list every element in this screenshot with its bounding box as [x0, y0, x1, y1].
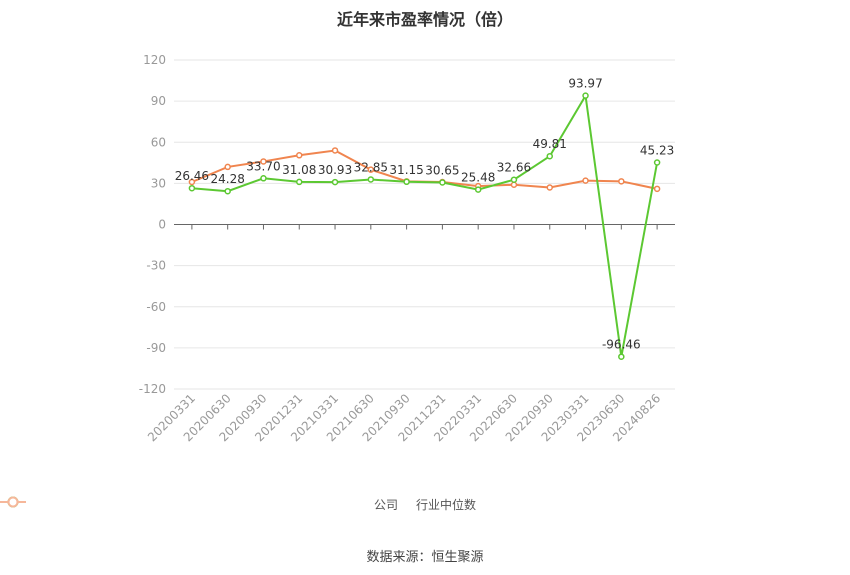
data-label-company: 32.85 [354, 160, 388, 174]
data-label-company: 25.48 [461, 171, 495, 185]
data-label-company: 31.15 [389, 163, 423, 177]
data-point-company [224, 187, 231, 195]
data-point-industry-median [260, 158, 267, 165]
y-tick-label: -60 [146, 300, 166, 314]
data-point-company [653, 159, 661, 166]
legend-item-industry-median[interactable]: 行业中位数 [0, 496, 477, 513]
data-point-company [296, 178, 303, 186]
data-label-company: 93.97 [568, 77, 602, 91]
data-label-company: 30.65 [425, 163, 459, 177]
data-point-company [260, 175, 267, 182]
data-point-company [618, 353, 625, 360]
data-source: 数据来源：恒生聚源 [366, 550, 484, 565]
data-point-industry-median [618, 178, 625, 185]
legend-item-company[interactable]: 公司 [0, 496, 398, 513]
data-label-company: 30.93 [318, 163, 352, 177]
y-tick-label: -120 [139, 382, 166, 396]
y-tick-label: -30 [146, 259, 166, 273]
y-tick-label: 90 [151, 94, 166, 108]
line-chart: 1209060300-30-60-90-12020200331202006302… [139, 53, 675, 444]
data-label-company: 49.81 [533, 137, 567, 151]
data-point-company [331, 178, 339, 186]
legend-label-company: 公司 [373, 498, 398, 512]
y-tick-label: 30 [151, 176, 166, 190]
data-point-company [546, 152, 553, 160]
data-point-industry-median [188, 178, 196, 186]
data-label-company: 31.08 [282, 163, 316, 177]
y-tick-label: 0 [158, 218, 166, 232]
data-label-company: 24.28 [210, 172, 244, 186]
data-point-company [582, 92, 589, 99]
y-tick-label: 120 [143, 53, 166, 67]
legend-marker-industry-median [0, 496, 26, 508]
data-label-company: 32.66 [497, 161, 531, 175]
data-point-company [188, 184, 196, 192]
y-tick-label: 60 [151, 135, 166, 149]
legend-label-industry-median: 行业中位数 [416, 498, 477, 512]
data-point-industry-median [224, 163, 231, 171]
data-point-company [510, 176, 518, 183]
data-point-industry-median [331, 147, 339, 154]
data-label-company: -96.46 [602, 338, 641, 352]
data-label-company: 33.70 [246, 159, 280, 173]
series-line-company [191, 92, 659, 357]
data-point-industry-median [296, 152, 303, 159]
data-label-company: 26.46 [175, 169, 209, 183]
data-point-industry-median [546, 184, 553, 191]
data-label-company: 45.23 [640, 143, 674, 157]
data-point-industry-median [653, 185, 661, 193]
data-point-industry-median [367, 166, 375, 173]
data-point-company [474, 186, 482, 193]
data-point-industry-median [582, 177, 589, 184]
data-point-company [439, 179, 446, 186]
chart-title: 近年来市盈率情况（倍） [336, 10, 513, 29]
y-tick-label: -90 [146, 341, 166, 355]
data-point-company [403, 178, 410, 186]
data-point-company [367, 176, 375, 183]
legend: 公司 行业中位数 [0, 496, 850, 513]
data-point-industry-median [510, 181, 518, 188]
